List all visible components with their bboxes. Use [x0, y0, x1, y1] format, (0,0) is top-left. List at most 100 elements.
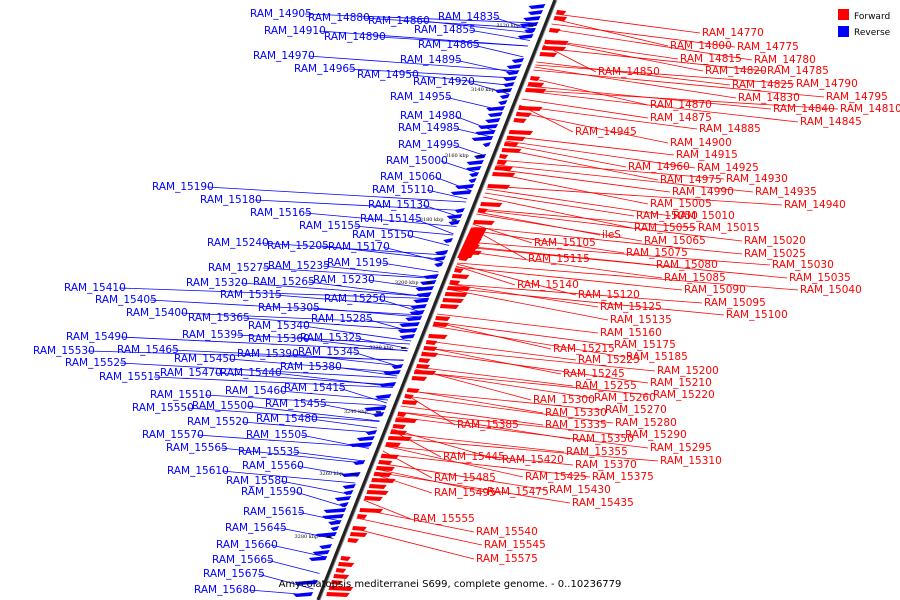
forward-gene-label: RAM_15025: [744, 248, 806, 260]
forward-gene-feature: [506, 136, 526, 141]
reverse-gene-label: RAM_15340: [248, 320, 310, 332]
forward-gene-label: RAM_15355: [566, 446, 628, 458]
scale-tick-label: 3160 kbp: [445, 153, 469, 159]
forward-gene-label: RAM_15260: [594, 392, 656, 404]
reverse-leader-line: [292, 451, 364, 462]
forward-gene-feature: [518, 106, 543, 111]
reverse-gene-label: RAM_15390: [237, 348, 299, 360]
forward-gene-feature: [394, 418, 418, 423]
forward-leader-line: [502, 148, 659, 181]
scale-tick-label: 3280 kbp: [294, 534, 318, 540]
forward-gene-label: RAM_15255: [575, 380, 637, 392]
forward-gene-label: RAM_15435: [572, 497, 634, 509]
reverse-leader-line: [452, 144, 485, 156]
forward-gene-label: RAM_15075: [626, 247, 688, 259]
forward-gene-label: RAM_14790: [796, 78, 858, 90]
forward-gene-feature: [375, 466, 395, 471]
forward-gene-label: RAM_15370: [575, 459, 637, 471]
reverse-gene-label: RAM_15645: [225, 522, 287, 534]
forward-gene-label: RAM_15445: [443, 451, 505, 463]
reverse-gene-label: RAM_15060: [380, 171, 442, 183]
forward-leader-line: [447, 287, 725, 316]
forward-gene-label: RAM_14825: [732, 79, 794, 91]
forward-gene-feature: [480, 202, 503, 207]
reverse-gene-label: RAM_15190: [152, 181, 214, 193]
forward-leader-line: [461, 250, 663, 279]
reverse-gene-label: RAM_15455: [265, 398, 327, 410]
reverse-gene-label: RAM_15325: [300, 332, 362, 344]
forward-gene-label: ileS: [602, 229, 621, 241]
forward-gene-label: RAM_15125: [600, 301, 662, 313]
reverse-gene-feature: [343, 490, 354, 495]
reverse-gene-label: RAM_14970: [253, 50, 315, 62]
reverse-leader-line: [270, 544, 327, 558]
forward-gene-label: RAM_14940: [784, 199, 846, 211]
forward-gene-label: RAM_14935: [755, 186, 817, 198]
forward-gene-feature: [457, 228, 487, 258]
forward-gene-label: RAM_14990: [672, 186, 734, 198]
forward-gene-feature: [449, 280, 461, 285]
reverse-gene-feature: [506, 64, 522, 69]
forward-leader-line: [516, 111, 669, 144]
reverse-gene-label: RAM_15450: [174, 353, 236, 365]
forward-gene-label: RAM_14815: [680, 53, 742, 65]
reverse-gene-feature: [383, 370, 401, 375]
scale-tick-label: 3180 kbp: [420, 217, 444, 223]
forward-gene-feature: [364, 496, 383, 501]
reverse-leader-line: [411, 74, 513, 86]
forward-gene-label: RAM_14830: [738, 92, 800, 104]
reverse-gene-label: RAM_14880: [308, 12, 370, 24]
reverse-gene-feature: [468, 178, 477, 183]
reverse-gene-label: RAM_15365: [188, 312, 250, 324]
forward-leader-line: [363, 499, 412, 520]
reverse-gene-label: RAM_15520: [187, 416, 249, 428]
reverse-gene-label: RAM_14980: [400, 110, 462, 122]
forward-gene-label: RAM_14900: [670, 137, 732, 149]
reverse-gene-feature: [519, 22, 539, 27]
reverse-leader-line: [221, 470, 356, 484]
reverse-gene-feature: [319, 544, 333, 549]
forward-gene-label: RAM_15220: [653, 389, 715, 401]
reverse-gene-label: RAM_14955: [390, 91, 452, 103]
legend-forward-label: Forward: [854, 12, 890, 22]
reverse-gene-label: RAM_14860: [368, 15, 430, 27]
forward-gene-label: RAM_15575: [476, 553, 538, 565]
forward-gene-label: RAM_15035: [789, 272, 851, 284]
reverse-gene-label: RAM_15395: [182, 329, 244, 341]
reverse-gene-label: RAM_14865: [418, 39, 480, 51]
reverse-gene-feature: [527, 10, 544, 15]
forward-leader-line: [374, 471, 571, 504]
forward-leader-line: [436, 313, 599, 334]
reverse-leader-line: [302, 325, 412, 342]
reverse-gene-feature: [352, 460, 366, 465]
forward-gene-label: RAM_15385: [457, 419, 519, 431]
forward-gene-label: RAM_14840: [773, 103, 835, 115]
forward-leader-line: [519, 105, 698, 130]
forward-leader-line: [505, 140, 696, 169]
reverse-leader-line: [257, 573, 314, 590]
forward-gene-label: RAM_15375: [592, 471, 654, 483]
reverse-gene-label: RAM_15460: [225, 385, 287, 397]
forward-gene-label: RAM_15050: [636, 210, 698, 222]
reverse-gene-label: RAM_14890: [324, 31, 386, 43]
forward-leader-line: [404, 395, 614, 424]
forward-gene-feature: [397, 412, 407, 417]
reverse-gene-label: RAM_15615: [243, 506, 305, 518]
reverse-gene-feature: [446, 214, 463, 219]
forward-gene-feature: [352, 526, 367, 531]
forward-gene-feature: [515, 112, 532, 117]
reverse-gene-feature: [466, 160, 484, 165]
forward-gene-label: RAM_15290: [625, 429, 687, 441]
forward-gene-feature: [503, 142, 519, 147]
reverse-leader-line: [302, 338, 408, 352]
reverse-gene-feature: [413, 298, 430, 303]
forward-leader-line: [400, 405, 544, 426]
reverse-gene-feature: [322, 514, 344, 519]
reverse-leader-line: [472, 44, 524, 58]
reverse-leader-line: [149, 299, 422, 316]
reverse-gene-label: RAM_14985: [398, 122, 460, 134]
reverse-leader-line: [492, 16, 535, 31]
forward-leader-line: [455, 266, 683, 291]
forward-gene-feature: [330, 580, 343, 585]
leader-lines: [87, 13, 839, 596]
